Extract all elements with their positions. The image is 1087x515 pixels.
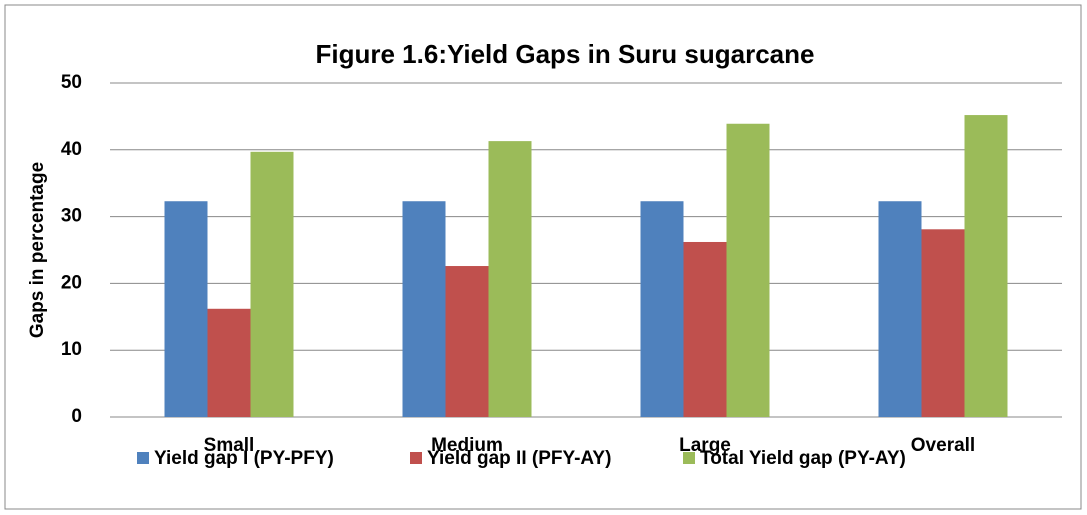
bar: [488, 141, 532, 417]
bar: [964, 115, 1008, 418]
bar: [921, 229, 965, 417]
y-tick-label: 50: [61, 72, 82, 93]
y-tick-label: 30: [61, 206, 82, 227]
y-tick-label: 0: [71, 406, 82, 427]
x-tick-label: Medium: [431, 435, 503, 456]
x-tick-label: Small: [204, 435, 255, 456]
legend-swatch: [683, 452, 695, 464]
legend-swatch: [410, 452, 422, 464]
y-tick-label: 40: [61, 139, 82, 160]
x-tick-label: Large: [679, 435, 731, 456]
y-axis-label: Gaps in percentage: [27, 162, 48, 338]
bar: [164, 201, 208, 417]
bar: [878, 201, 922, 417]
bar: [683, 241, 727, 417]
legend-label: Yield gap I (PY-PFY): [154, 448, 334, 469]
bar: [640, 201, 684, 417]
legend-label: Yield gap II (PFY-AY): [427, 448, 611, 469]
legend-swatch: [137, 452, 149, 464]
y-tick-label: 20: [61, 272, 82, 293]
bar: [726, 123, 770, 418]
legend-label: Total Yield gap (PY-AY): [700, 448, 906, 469]
bar: [402, 201, 446, 417]
bar: [250, 151, 294, 417]
bar: [445, 266, 489, 417]
x-tick-label: Overall: [911, 435, 975, 456]
bar: [207, 308, 251, 417]
y-tick-label: 10: [61, 339, 82, 360]
chart-title: Figure 1.6:Yield Gaps in Suru sugarcane: [316, 39, 815, 69]
